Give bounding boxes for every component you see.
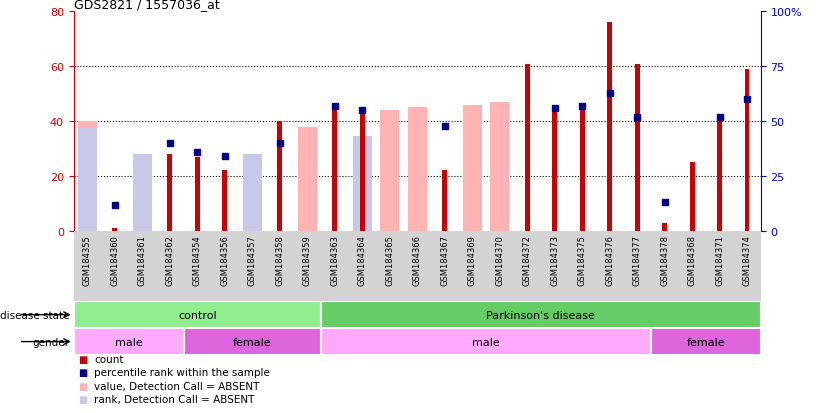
Bar (332, 108, 337, 231)
Bar (183, 328, 321, 355)
Text: GSM184358: GSM184358 (275, 235, 285, 285)
Text: GSM184361: GSM184361 (137, 235, 147, 285)
Text: GSM184376: GSM184376 (605, 235, 614, 286)
Text: disease state: disease state (0, 310, 70, 320)
Text: percentile rank within the sample: percentile rank within the sample (94, 368, 270, 377)
Text: control: control (178, 310, 217, 320)
Text: GSM184355: GSM184355 (83, 235, 92, 285)
Text: GSM184374: GSM184374 (743, 235, 752, 285)
Text: GSM184365: GSM184365 (385, 235, 394, 285)
Text: male: male (472, 337, 500, 347)
Bar (321, 301, 761, 328)
Bar (353, 137, 372, 231)
Bar (78, 128, 97, 231)
Bar (744, 70, 749, 231)
Text: GSM184375: GSM184375 (578, 235, 587, 285)
Text: GSM184377: GSM184377 (632, 235, 641, 286)
Text: male: male (115, 337, 142, 347)
Bar (243, 160, 262, 231)
Bar (380, 111, 399, 231)
Bar (662, 223, 667, 231)
Bar (360, 114, 365, 231)
Bar (524, 64, 529, 231)
Text: ■: ■ (78, 381, 87, 391)
Text: female: female (686, 337, 725, 347)
Text: GSM184354: GSM184354 (193, 235, 202, 285)
Bar (74, 328, 183, 355)
Bar (321, 328, 651, 355)
Bar (168, 154, 173, 231)
Text: GSM184359: GSM184359 (303, 235, 312, 285)
Text: GSM184357: GSM184357 (248, 235, 257, 285)
Text: GSM184360: GSM184360 (110, 235, 119, 285)
Text: GSM184356: GSM184356 (220, 235, 229, 285)
Bar (462, 105, 482, 231)
Text: GSM184368: GSM184368 (687, 235, 697, 286)
Text: GSM184369: GSM184369 (468, 235, 477, 285)
Text: ■: ■ (78, 368, 87, 377)
Bar (112, 228, 117, 231)
Bar (580, 105, 585, 231)
Text: GSM184370: GSM184370 (495, 235, 504, 285)
Text: GSM184366: GSM184366 (412, 235, 422, 286)
Bar (243, 154, 262, 231)
Text: ■: ■ (78, 354, 87, 364)
Text: female: female (233, 337, 272, 347)
Text: GSM184363: GSM184363 (330, 235, 339, 286)
Bar (74, 301, 321, 328)
Text: GDS2821 / 1557036_at: GDS2821 / 1557036_at (74, 0, 219, 11)
Bar (407, 108, 427, 231)
Bar (607, 24, 612, 231)
Text: count: count (94, 354, 124, 364)
Bar (222, 171, 227, 231)
Bar (490, 103, 510, 231)
Text: Parkinson's disease: Parkinson's disease (487, 310, 596, 320)
Bar (443, 171, 447, 231)
Text: GSM184367: GSM184367 (440, 235, 449, 286)
Bar (635, 64, 640, 231)
Bar (717, 122, 722, 231)
Bar (133, 169, 152, 231)
Text: GSM184378: GSM184378 (660, 235, 669, 286)
Text: GSM184371: GSM184371 (715, 235, 724, 285)
Bar (298, 127, 317, 231)
Bar (690, 163, 694, 231)
Text: GSM184364: GSM184364 (357, 235, 366, 285)
Text: rank, Detection Call = ABSENT: rank, Detection Call = ABSENT (94, 394, 254, 404)
Text: GSM184373: GSM184373 (550, 235, 560, 286)
Text: gender: gender (33, 337, 70, 347)
Text: value, Detection Call = ABSENT: value, Detection Call = ABSENT (94, 381, 259, 391)
Text: GSM184372: GSM184372 (523, 235, 532, 285)
Bar (133, 154, 152, 231)
Bar (651, 328, 761, 355)
Bar (195, 157, 200, 231)
Text: ■: ■ (78, 394, 87, 404)
Bar (277, 122, 282, 231)
Bar (78, 122, 97, 231)
Bar (552, 108, 557, 231)
Text: GSM184362: GSM184362 (165, 235, 174, 285)
